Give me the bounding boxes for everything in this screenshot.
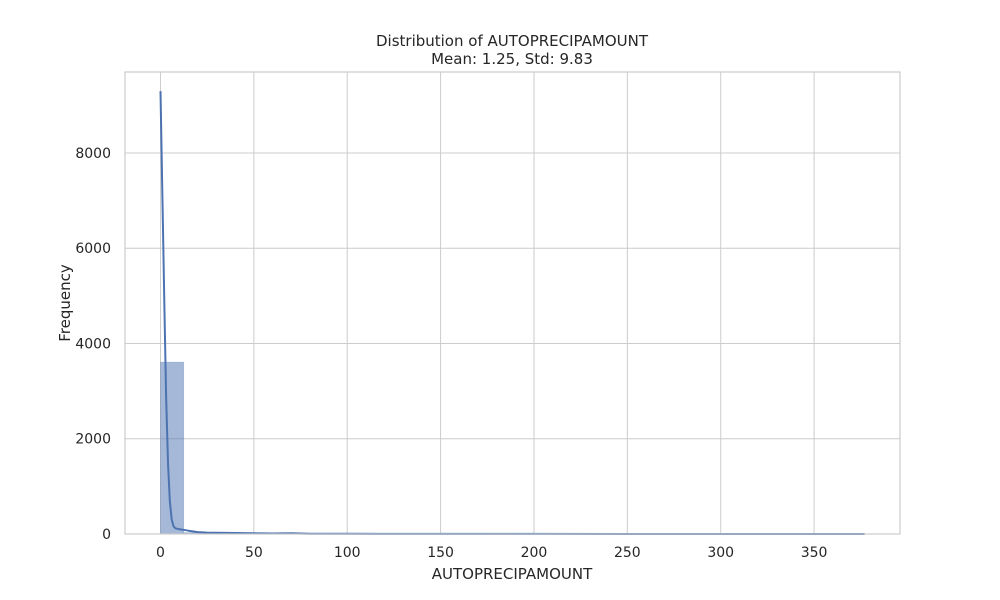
x-tick-label: 300 (707, 545, 734, 561)
chart-subtitle: Mean: 1.25, Std: 9.83 (431, 50, 593, 68)
grid-lines (125, 72, 900, 535)
kde-curve (159, 91, 865, 535)
x-tick-label: 0 (156, 545, 165, 561)
x-axis-label: AUTOPRECIPAMOUNT (432, 565, 593, 583)
chart-title: Distribution of AUTOPRECIPAMOUNT (376, 32, 649, 50)
x-tick-label: 350 (801, 545, 828, 561)
x-tick-label: 50 (245, 545, 263, 561)
y-axis-label: Frequency (56, 264, 74, 342)
x-tick-label: 200 (521, 545, 548, 561)
y-tick-label: 0 (102, 527, 111, 543)
y-tick-label: 8000 (75, 146, 111, 162)
y-tick-label: 4000 (75, 336, 111, 352)
x-tick-label: 100 (334, 545, 361, 561)
y-tick-label: 2000 (75, 432, 111, 448)
histogram-bars (160, 361, 865, 535)
kde-line (159, 91, 865, 535)
y-axis-ticks: 0 2000 4000 6000 8000 (75, 146, 111, 543)
x-tick-label: 250 (614, 545, 641, 561)
x-axis-ticks: 0 50 100 150 200 250 300 350 (156, 545, 827, 561)
y-tick-label: 6000 (75, 241, 111, 257)
plot-frame (124, 71, 901, 535)
x-tick-label: 150 (427, 545, 454, 561)
histogram-bar (160, 361, 185, 535)
